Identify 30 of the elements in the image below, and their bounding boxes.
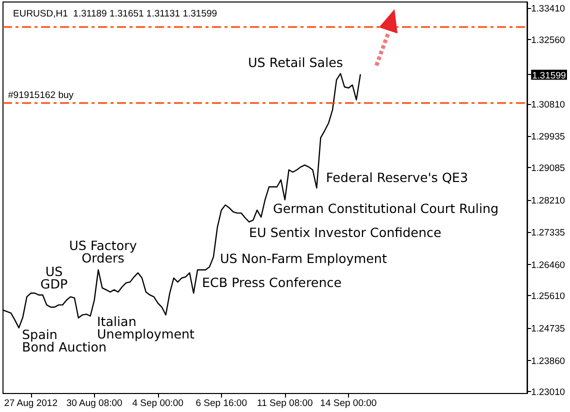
y-tick-label: 1.30810 — [531, 98, 565, 110]
ref-line-label: #91915162 buy — [8, 90, 74, 101]
x-tick-label: 14 Sep 00:00 — [320, 398, 377, 409]
x-tick-label: 6 Sep 16:00 — [196, 398, 248, 409]
y-tick-label: 1.28210 — [531, 194, 565, 206]
annotation: US Factory Orders — [69, 238, 138, 266]
y-tick-label: 1.26460 — [531, 258, 565, 270]
x-tick-label: 11 Sep 08:00 — [256, 398, 313, 409]
y-tick-label: 1.25610 — [531, 290, 565, 302]
y-tick-label: 1.27335 — [531, 226, 565, 238]
x-tick-label: 30 Aug 08:00 — [66, 398, 122, 409]
y-tick-label: 1.29085 — [531, 162, 565, 173]
annotation: German Constitutional Court Ruling — [273, 200, 499, 216]
y-tick-label: 1.32560 — [531, 34, 565, 45]
annotation: US Retail Sales — [248, 54, 344, 70]
annotation: EU Sentix Investor Confidence — [249, 224, 442, 240]
annotation: Italian Unemployment — [97, 314, 195, 342]
y-tick-label: 1.23010 — [531, 386, 565, 398]
annotation: US GDP — [40, 264, 68, 292]
x-tick-label: 4 Sep 00:00 — [132, 398, 184, 409]
text: EURUSD,H1 1.31189 1.31651 1.31131 1.31599 — [13, 8, 218, 20]
y-tick-label: 1.24735 — [531, 322, 565, 334]
y-tick-label: 1.31599 — [532, 70, 566, 81]
annotation: ECB Press Conference — [202, 274, 342, 290]
annotation: Federal Reserve's QE3 — [326, 170, 468, 185]
y-tick-label: 1.29935 — [531, 130, 565, 142]
y-tick-label: 1.33410 — [531, 2, 565, 14]
y-tick-label: 1.23860 — [531, 354, 565, 366]
annotation: US Non-Farm Employment — [220, 250, 387, 266]
x-tick-label: 27 Aug 2012 — [4, 398, 58, 409]
